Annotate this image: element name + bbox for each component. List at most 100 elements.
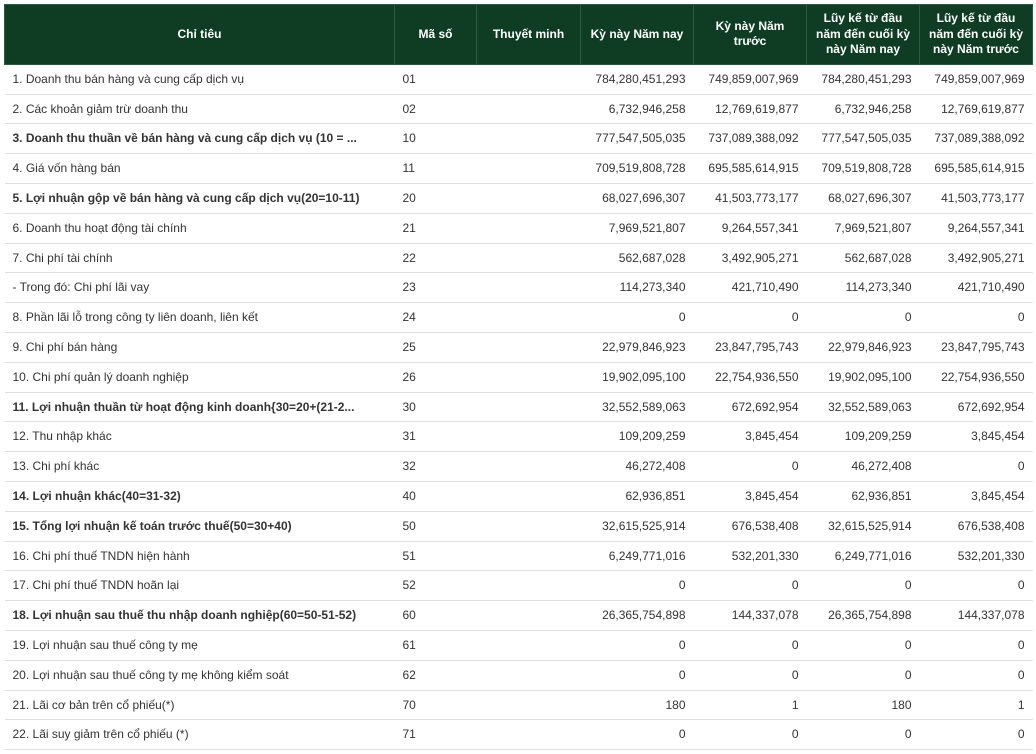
- table-row: 15. Tổng lợi nhuận kế toán trước thuế(50…: [5, 511, 1033, 541]
- cell-luyketruoc: 695,585,614,915: [920, 154, 1033, 184]
- cell-kynay: 109,209,259: [581, 422, 694, 452]
- cell-luyketruoc: 749,859,007,969: [920, 64, 1033, 94]
- cell-kynay: 32,615,525,914: [581, 511, 694, 541]
- cell-luykenay: 709,519,808,728: [807, 154, 920, 184]
- cell-luyketruoc: 3,845,454: [920, 422, 1033, 452]
- cell-chitieu: 8. Phần lãi lỗ trong công ty liên doanh,…: [5, 303, 395, 333]
- cell-thuyetminh: [477, 511, 581, 541]
- table-row: 9. Chi phí bán hàng2522,979,846,92323,84…: [5, 332, 1033, 362]
- cell-maso: 70: [395, 690, 477, 720]
- cell-thuyetminh: [477, 720, 581, 750]
- cell-thuyetminh: [477, 124, 581, 154]
- cell-thuyetminh: [477, 362, 581, 392]
- table-row: 4. Giá vốn hàng bán11709,519,808,728695,…: [5, 154, 1033, 184]
- table-row: 7. Chi phí tài chính22562,687,0283,492,9…: [5, 243, 1033, 273]
- cell-kytruoc: 144,337,078: [694, 601, 807, 631]
- cell-kynay: 0: [581, 660, 694, 690]
- col-header-chitieu: Chỉ tiêu: [5, 5, 395, 65]
- cell-maso: 21: [395, 213, 477, 243]
- cell-kytruoc: 9,264,557,341: [694, 213, 807, 243]
- cell-thuyetminh: [477, 571, 581, 601]
- table-row: 14. Lợi nhuận khác(40=31-32)40 62,936,851…: [5, 481, 1033, 511]
- cell-maso: 31: [395, 422, 477, 452]
- cell-maso: 71: [395, 720, 477, 750]
- cell-kynay: 180: [581, 690, 694, 720]
- cell-chitieu: 10. Chi phí quản lý doanh nghiệp: [5, 362, 395, 392]
- table-row: 10. Chi phí quản lý doanh nghiệp2619,902…: [5, 362, 1033, 392]
- cell-luyketruoc: 1: [920, 690, 1033, 720]
- cell-chitieu: 12. Thu nhập khác: [5, 422, 395, 452]
- table-row: 3. Doanh thu thuần về bán hàng và cung c…: [5, 124, 1033, 154]
- cell-kytruoc: 12,769,619,877: [694, 94, 807, 124]
- cell-maso: 25: [395, 332, 477, 362]
- cell-kytruoc: 0: [694, 571, 807, 601]
- table-row: 2. Các khoản giảm trừ doanh thu026,732,9…: [5, 94, 1033, 124]
- cell-thuyetminh: [477, 154, 581, 184]
- cell-luyketruoc: 421,710,490: [920, 273, 1033, 303]
- cell-chitieu: 7. Chi phí tài chính: [5, 243, 395, 273]
- table-row: 13. Chi phí khác3246,272,408046,272,4080: [5, 452, 1033, 482]
- col-header-thuyetminh: Thuyết minh: [477, 5, 581, 65]
- cell-luyketruoc: 3,492,905,271: [920, 243, 1033, 273]
- cell-maso: 40: [395, 481, 477, 511]
- cell-thuyetminh: [477, 452, 581, 482]
- cell-maso: 60: [395, 601, 477, 631]
- cell-kytruoc: 695,585,614,915: [694, 154, 807, 184]
- table-row: 17. Chi phí thuế TNDN hoãn lại520000: [5, 571, 1033, 601]
- cell-kytruoc: 676,538,408: [694, 511, 807, 541]
- cell-chitieu: 9. Chi phí bán hàng: [5, 332, 395, 362]
- cell-luyketruoc: 672,692,954: [920, 392, 1033, 422]
- cell-luyketruoc: 9,264,557,341: [920, 213, 1033, 243]
- cell-maso: 50: [395, 511, 477, 541]
- table-row: 8. Phần lãi lỗ trong công ty liên doanh,…: [5, 303, 1033, 333]
- cell-chitieu: 11. Lợi nhuận thuần từ hoạt động kinh do…: [5, 392, 395, 422]
- cell-chitieu: 18. Lợi nhuận sau thuế thu nhập doanh ng…: [5, 601, 395, 631]
- cell-kynay: 22,979,846,923: [581, 332, 694, 362]
- table-body: 1. Doanh thu bán hàng và cung cấp dịch v…: [5, 64, 1033, 749]
- cell-luyketruoc: 3,845,454: [920, 481, 1033, 511]
- cell-luyketruoc: 41,503,773,177: [920, 183, 1033, 213]
- cell-chitieu: 3. Doanh thu thuần về bán hàng và cung c…: [5, 124, 395, 154]
- cell-luyketruoc: 23,847,795,743: [920, 332, 1033, 362]
- cell-luykenay: 6,249,771,016: [807, 541, 920, 571]
- cell-kynay: 6,732,946,258: [581, 94, 694, 124]
- cell-luyketruoc: 532,201,330: [920, 541, 1033, 571]
- cell-luykenay: 562,687,028: [807, 243, 920, 273]
- cell-kytruoc: 672,692,954: [694, 392, 807, 422]
- cell-luykenay: 0: [807, 303, 920, 333]
- cell-thuyetminh: [477, 630, 581, 660]
- cell-chitieu: 1. Doanh thu bán hàng và cung cấp dịch v…: [5, 64, 395, 94]
- cell-kytruoc: 0: [694, 630, 807, 660]
- cell-luykenay: 180: [807, 690, 920, 720]
- cell-kynay: 0: [581, 630, 694, 660]
- cell-chitieu: 2. Các khoản giảm trừ doanh thu: [5, 94, 395, 124]
- cell-kytruoc: 23,847,795,743: [694, 332, 807, 362]
- table-row: 21. Lãi cơ bản trên cổ phiếu(*)701801180…: [5, 690, 1033, 720]
- col-header-luyketruoc: Lũy kế từ đầu năm đến cuối kỳ này Năm tr…: [920, 5, 1033, 65]
- cell-luyketruoc: 12,769,619,877: [920, 94, 1033, 124]
- cell-chitieu: 16. Chi phí thuế TNDN hiện hành: [5, 541, 395, 571]
- table-row: 19. Lợi nhuận sau thuế công ty mẹ610000: [5, 630, 1033, 660]
- cell-chitieu: 5. Lợi nhuận gộp về bán hàng và cung cấp…: [5, 183, 395, 213]
- cell-kynay: 562,687,028: [581, 243, 694, 273]
- cell-luykenay: 0: [807, 660, 920, 690]
- cell-luykenay: 0: [807, 630, 920, 660]
- cell-maso: 01: [395, 64, 477, 94]
- cell-chitieu: 19. Lợi nhuận sau thuế công ty mẹ: [5, 630, 395, 660]
- cell-kynay: 6,249,771,016: [581, 541, 694, 571]
- cell-kytruoc: 22,754,936,550: [694, 362, 807, 392]
- cell-chitieu: 21. Lãi cơ bản trên cổ phiếu(*): [5, 690, 395, 720]
- cell-thuyetminh: [477, 660, 581, 690]
- cell-thuyetminh: [477, 273, 581, 303]
- cell-luykenay: 62,936,851: [807, 481, 920, 511]
- cell-luykenay: 114,273,340: [807, 273, 920, 303]
- cell-thuyetminh: [477, 303, 581, 333]
- cell-maso: 26: [395, 362, 477, 392]
- cell-chitieu: 14. Lợi nhuận khác(40=31-32): [5, 481, 395, 511]
- cell-luykenay: 32,615,525,914: [807, 511, 920, 541]
- cell-kytruoc: 0: [694, 303, 807, 333]
- cell-kynay: 784,280,451,293: [581, 64, 694, 94]
- col-header-kytruoc: Kỳ này Năm trước: [694, 5, 807, 65]
- cell-kytruoc: 0: [694, 452, 807, 482]
- cell-chitieu: 20. Lợi nhuận sau thuế công ty mẹ không …: [5, 660, 395, 690]
